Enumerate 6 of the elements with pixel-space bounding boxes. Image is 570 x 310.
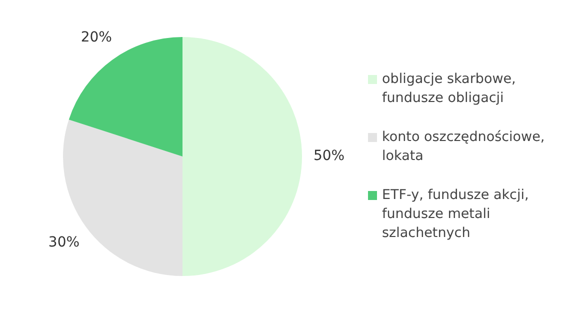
- legend-label: ETF-y, fundusze akcji, fundusze metali szlachetnych: [382, 186, 530, 243]
- data-label: 50%: [313, 148, 345, 164]
- data-label: 30%: [48, 234, 80, 250]
- legend-label: konto oszczędnościowe, lokata: [382, 128, 546, 166]
- data-label: 20%: [80, 30, 112, 46]
- legend-label: obligacje skarbowe, fundusze obligacji: [382, 70, 517, 108]
